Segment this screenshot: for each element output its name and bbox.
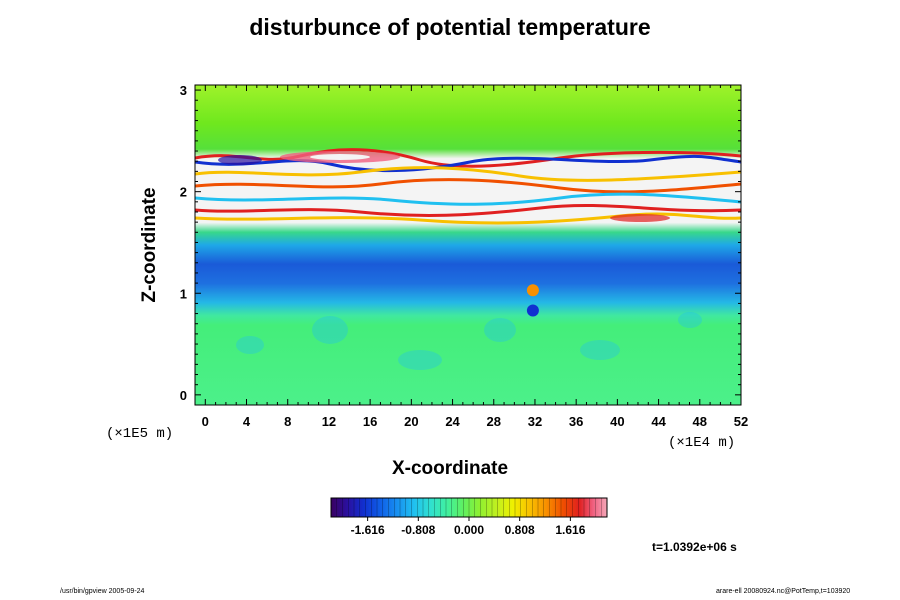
feature-cell [526,284,539,297]
x-tick-label: 44 [651,414,666,429]
x-axis: 0 4 8 12 16 20 24 28 32 36 40 44 48 52 [202,85,748,429]
y-axis: 0 1 2 3 [180,83,741,403]
colorbar-tick-label: 1.616 [555,523,585,537]
x-tick-label: 8 [284,414,291,429]
plot-frame [194,84,742,406]
feature-layer [526,284,539,317]
footer-command: /usr/bin/gpview 2005-09-24 [60,588,145,595]
time-label: t=1.0392e+06 s [652,540,737,554]
colorbar-stripes [336,498,602,517]
y-tick-label: 3 [180,83,187,98]
colorbar: -1.616 -0.808 0.000 0.808 1.616 [330,497,608,537]
feature-cell [526,304,539,317]
x-axis-unit: (×1E4 m) [668,435,736,451]
x-tick-label: 16 [363,414,377,429]
colorbar-tick-label: 0.000 [454,523,484,537]
x-tick-label: 0 [202,414,209,429]
x-axis-label: X-coordinate [391,458,509,479]
x-tick-label: 48 [693,414,707,429]
y-tick-label: 2 [180,185,187,200]
y-axis-label: Z-coordinate [139,187,160,303]
y-tick-label: 0 [180,388,187,403]
colorbar-tick-label: 0.808 [505,523,535,537]
x-tick-label: 52 [734,414,748,429]
x-tick-label: 4 [243,414,251,429]
colorbar-tick-label: -1.616 [351,523,385,537]
chart-title: disturbunce of potential temperature [249,14,651,40]
x-tick-label: 32 [528,414,542,429]
x-tick-label: 12 [322,414,336,429]
y-axis-unit: (×1E5 m) [106,426,174,442]
plume-texture [236,312,702,370]
colorbar-tick-label: -0.808 [401,523,435,537]
x-tick-label: 40 [610,414,624,429]
x-tick-label: 36 [569,414,583,429]
upper-wave-band [195,148,741,225]
x-tick-label: 24 [445,414,460,429]
colorbar-ticks: -1.616 -0.808 0.000 0.808 1.616 [351,517,586,537]
heatmap-field [195,85,741,405]
x-tick-label: 28 [487,414,501,429]
footer-source: arare-ell 20080924.nc@PotTemp,t=103920 [716,588,851,595]
y-tick-label: 1 [180,286,187,301]
x-tick-label: 20 [404,414,418,429]
